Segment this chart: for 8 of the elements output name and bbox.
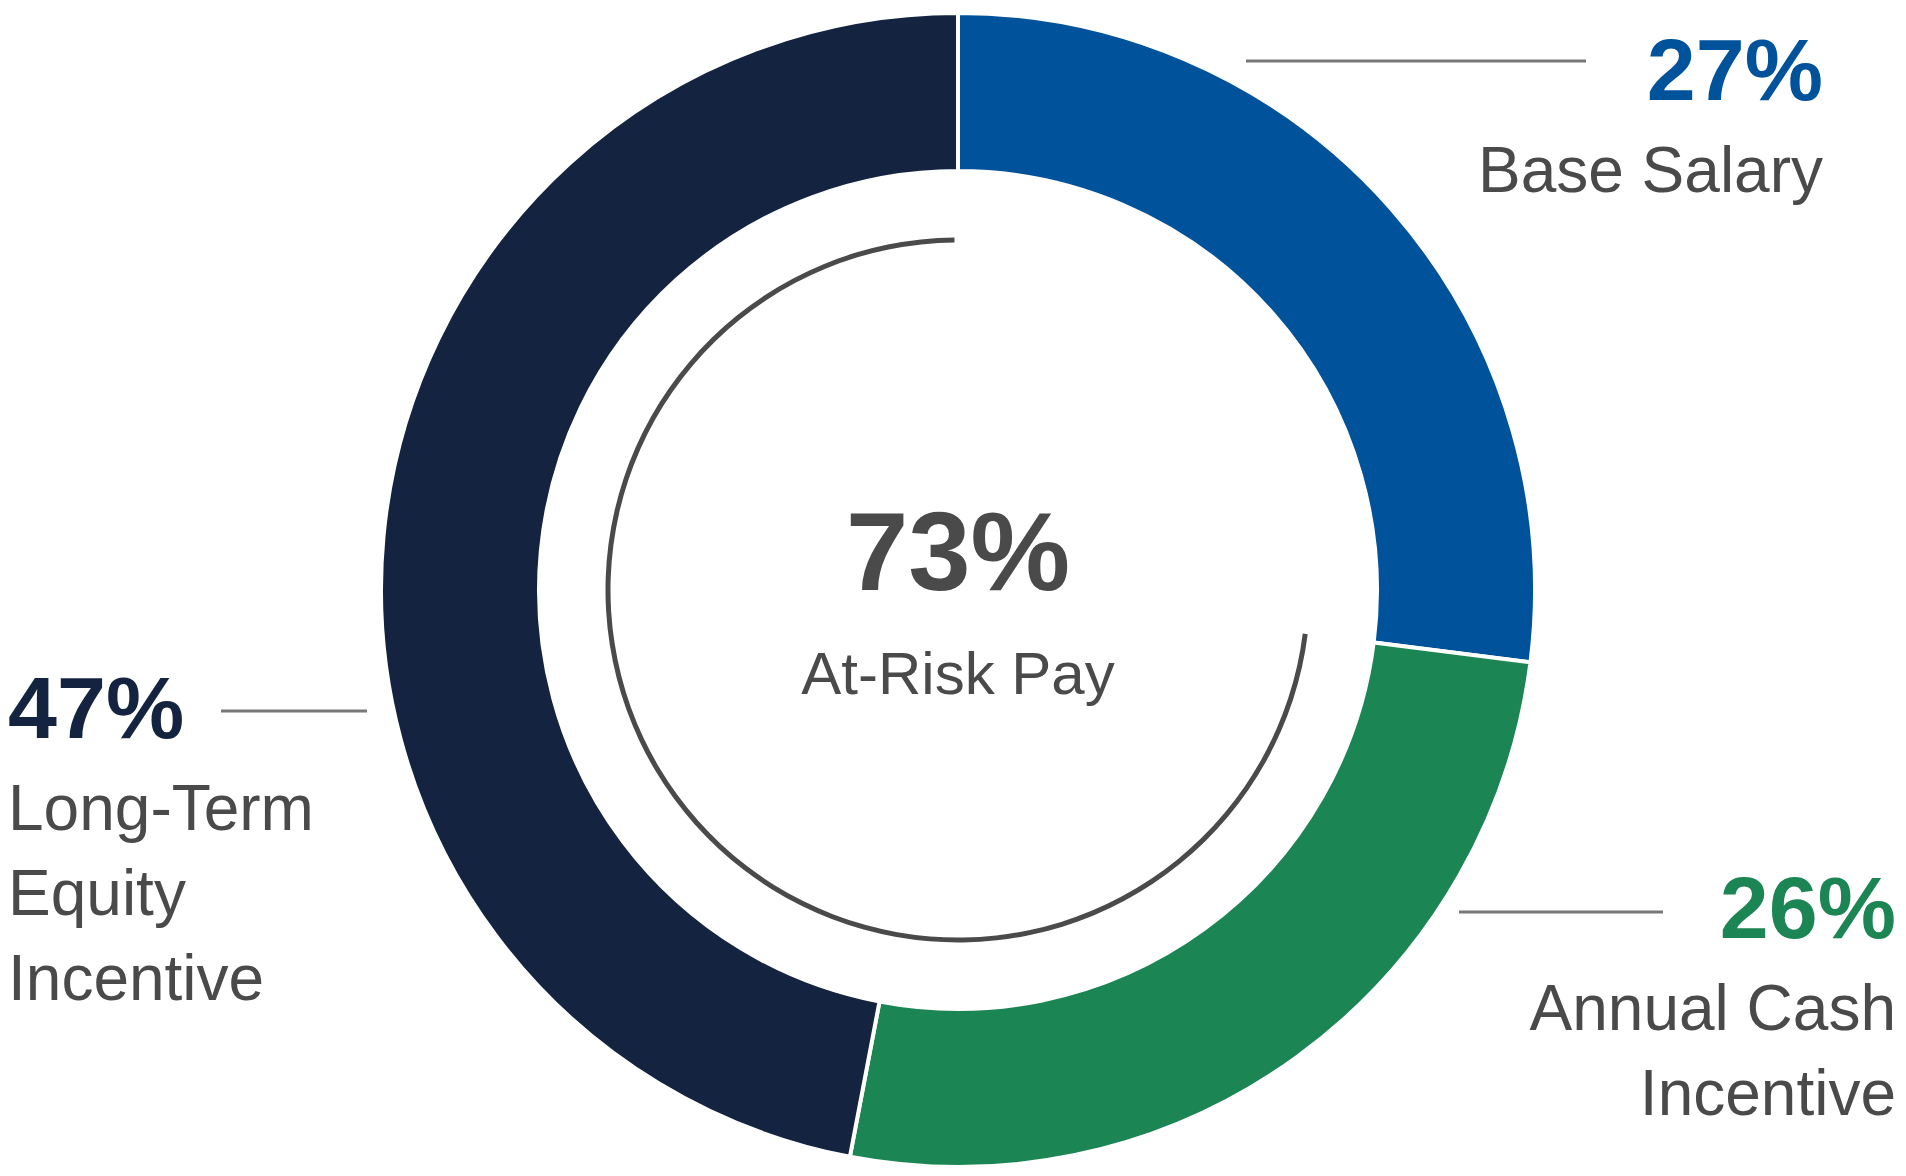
data-label: 47%: [8, 658, 185, 757]
slice-label: Base Salary: [1477, 134, 1823, 206]
slice-label: Annual Cash Incentive: [1529, 972, 1896, 1129]
slice-label: Long-Term Equity Incentive: [8, 772, 314, 1014]
text: 73%: [845, 489, 1071, 614]
text: At-Risk Pay: [801, 640, 1115, 707]
data-label: 27%: [1646, 20, 1823, 119]
data-label: 26%: [1719, 858, 1896, 957]
